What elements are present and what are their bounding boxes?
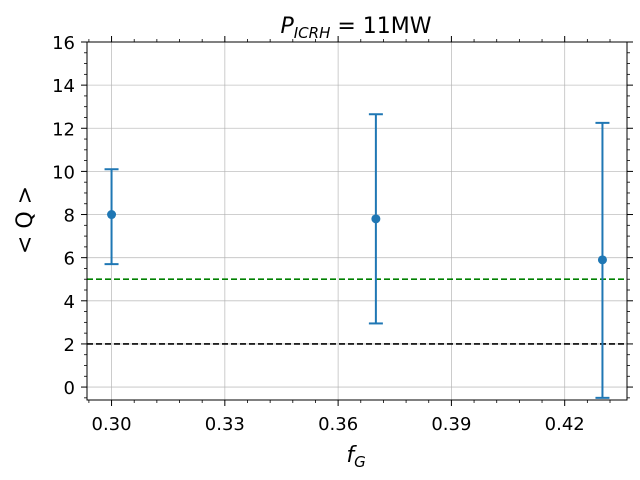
y-tick-label: 10 [52, 162, 75, 183]
y-tick-label: 4 [64, 292, 75, 313]
data-point [597, 255, 607, 265]
y-tick-label: 6 [64, 249, 75, 270]
y-tick-label: 8 [64, 206, 75, 227]
x-tick-label: 0.42 [545, 414, 585, 435]
y-tick-label: 14 [52, 76, 75, 97]
data-point [371, 214, 381, 224]
x-axis-label: fG [346, 443, 365, 471]
y-tick-label: 0 [64, 378, 75, 399]
y-tick-label: 12 [52, 119, 75, 140]
grid-lines [87, 41, 627, 400]
axis-ticks: 0.30 0.33 0.36 0.39 0.42 0 2 4 6 8 10 12 14 16 [52, 33, 633, 435]
x-tick-label: 0.33 [205, 414, 245, 435]
data-series [104, 113, 610, 399]
chart-title: PICRH = 11MW [280, 14, 431, 42]
y-tick-label: 16 [52, 33, 75, 54]
plot-frame [86, 41, 628, 401]
x-tick-label: 0.36 [318, 414, 358, 435]
y-tick-label: 2 [64, 335, 75, 356]
x-tick-label: 0.30 [92, 414, 132, 435]
y-axis-label: < Q > [13, 186, 38, 254]
data-point [107, 210, 117, 220]
reference-lines [87, 278, 627, 345]
x-tick-label: 0.39 [431, 414, 471, 435]
